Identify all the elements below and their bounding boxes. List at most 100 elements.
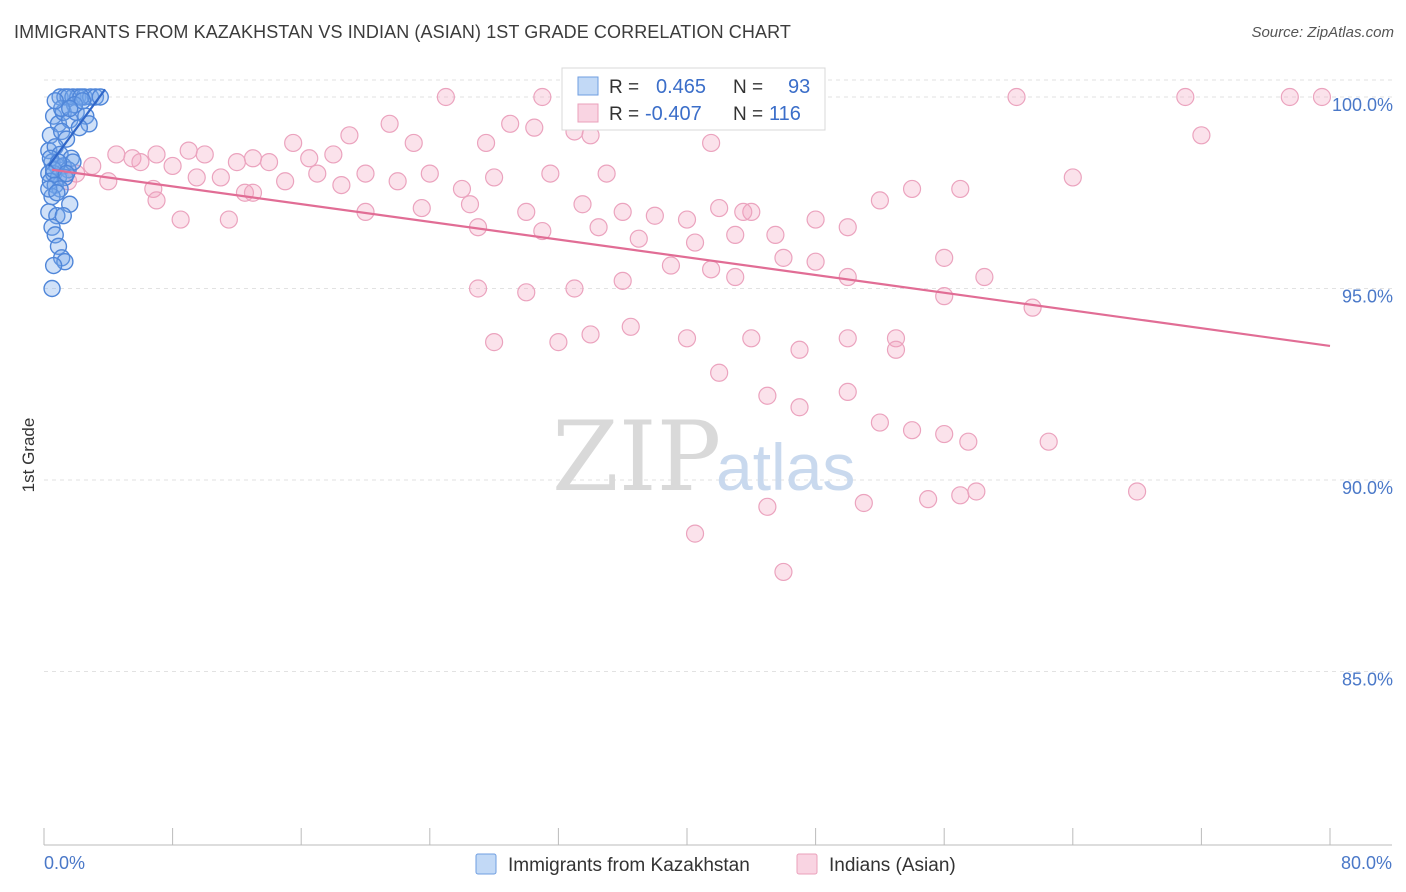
data-point-indians <box>959 432 978 451</box>
data-point-indians <box>195 145 214 164</box>
legend-swatch-pink <box>577 103 599 123</box>
watermark: ZIP atlas <box>552 401 855 513</box>
legend-r-value: -0.407 <box>645 103 702 125</box>
legend-label-kazakhstan: Immigrants from Kazakhstan <box>508 855 750 876</box>
data-point-kazakhstan <box>86 88 105 106</box>
data-point-indians <box>549 333 568 352</box>
data-point-indians <box>886 340 906 359</box>
data-point-indians <box>967 482 986 501</box>
data-point-indians <box>854 493 873 513</box>
data-point-indians <box>621 317 640 336</box>
data-point-indians <box>380 114 399 133</box>
watermark-zip: ZIP <box>552 401 721 513</box>
legend-label-indians: Indians (Asian) <box>829 855 956 876</box>
data-point-indians <box>1192 126 1211 145</box>
data-point-indians <box>613 202 632 221</box>
data-point-indians <box>838 382 857 402</box>
data-point-indians <box>685 233 705 252</box>
data-point-indians <box>340 126 359 145</box>
data-point-indians <box>107 145 126 164</box>
legend-swatch-blue <box>577 76 599 96</box>
data-point-indians <box>284 133 303 153</box>
data-point-indians <box>919 490 938 509</box>
data-point-indians <box>774 248 793 267</box>
data-point-kazakhstan <box>40 180 58 198</box>
series-kazakhstan <box>40 88 109 298</box>
data-point-indians <box>677 210 697 229</box>
data-point-indians <box>758 386 777 405</box>
data-point-indians <box>485 333 504 352</box>
data-point-indians <box>517 283 536 302</box>
data-point-indians <box>187 168 206 187</box>
y-tick-label: 95.0% <box>1342 287 1393 307</box>
legend-swatch-kazakhstan <box>475 853 497 875</box>
data-point-indians <box>790 398 809 417</box>
data-point-indians <box>1023 298 1042 317</box>
data-point-indians <box>147 145 166 164</box>
data-point-kazakhstan <box>54 207 72 225</box>
data-point-kazakhstan <box>73 92 92 110</box>
data-point-indians <box>131 153 150 172</box>
data-point-indians <box>597 164 616 183</box>
data-point-indians <box>726 267 745 287</box>
data-point-indians <box>1039 432 1058 451</box>
y-tick-label: 100.0% <box>1332 95 1393 115</box>
data-point-indians <box>332 175 351 195</box>
data-point-indians <box>171 210 190 229</box>
data-point-indians <box>975 267 994 287</box>
data-point-indians <box>1280 87 1299 107</box>
data-point-indians <box>951 179 970 199</box>
data-point-indians <box>1312 87 1332 107</box>
x-tick-label-min: 0.0% <box>44 853 85 873</box>
data-point-indians <box>1176 87 1195 107</box>
data-point-indians <box>710 363 729 382</box>
data-point-indians <box>308 164 327 183</box>
data-point-indians <box>420 164 439 183</box>
data-point-indians <box>276 172 295 191</box>
source-label: Source: ZipAtlas.com <box>1251 24 1394 41</box>
data-point-indians <box>460 195 480 214</box>
data-point-indians <box>935 248 954 267</box>
y-tick-label: 90.0% <box>1342 478 1393 498</box>
data-point-indians <box>951 486 970 505</box>
data-point-indians <box>661 256 681 275</box>
data-point-indians <box>83 156 102 176</box>
data-point-indians <box>838 267 857 287</box>
data-point-indians <box>806 252 825 271</box>
data-point-indians <box>935 424 954 444</box>
data-point-kazakhstan <box>46 92 64 110</box>
data-point-indians <box>533 221 552 241</box>
data-point-indians <box>774 562 793 582</box>
data-point-indians <box>476 133 496 153</box>
data-point-indians <box>533 87 552 107</box>
data-point-indians <box>902 179 922 199</box>
data-point-indians <box>710 198 729 218</box>
data-point-indians <box>541 164 560 183</box>
data-point-kazakhstan <box>44 256 63 275</box>
legend-n-value: 93 <box>788 76 810 98</box>
legend-n-label: N = <box>733 77 763 98</box>
data-point-indians <box>677 329 697 348</box>
data-point-indians <box>99 172 118 191</box>
data-point-indians <box>581 325 600 344</box>
data-point-indians <box>1007 87 1026 107</box>
data-point-indians <box>388 172 407 191</box>
data-point-indians <box>726 225 745 244</box>
x-ticks <box>43 828 1331 845</box>
data-point-indians <box>766 225 785 244</box>
data-point-indians <box>1127 482 1147 501</box>
data-point-kazakhstan <box>61 99 79 118</box>
data-point-indians <box>629 229 648 248</box>
data-point-indians <box>613 271 632 290</box>
chart-title: IMMIGRANTS FROM KAZAKHSTAN VS INDIAN (AS… <box>14 22 791 42</box>
data-point-indians <box>452 179 472 199</box>
data-point-indians <box>501 114 520 133</box>
data-point-kazakhstan <box>48 184 66 202</box>
data-point-indians <box>702 133 721 153</box>
trend-lines <box>47 88 1331 348</box>
data-point-indians <box>758 497 777 516</box>
data-point-indians <box>645 206 664 225</box>
data-point-indians <box>219 210 238 229</box>
data-point-indians <box>259 153 279 172</box>
y-tick-label: 85.0% <box>1342 670 1393 690</box>
